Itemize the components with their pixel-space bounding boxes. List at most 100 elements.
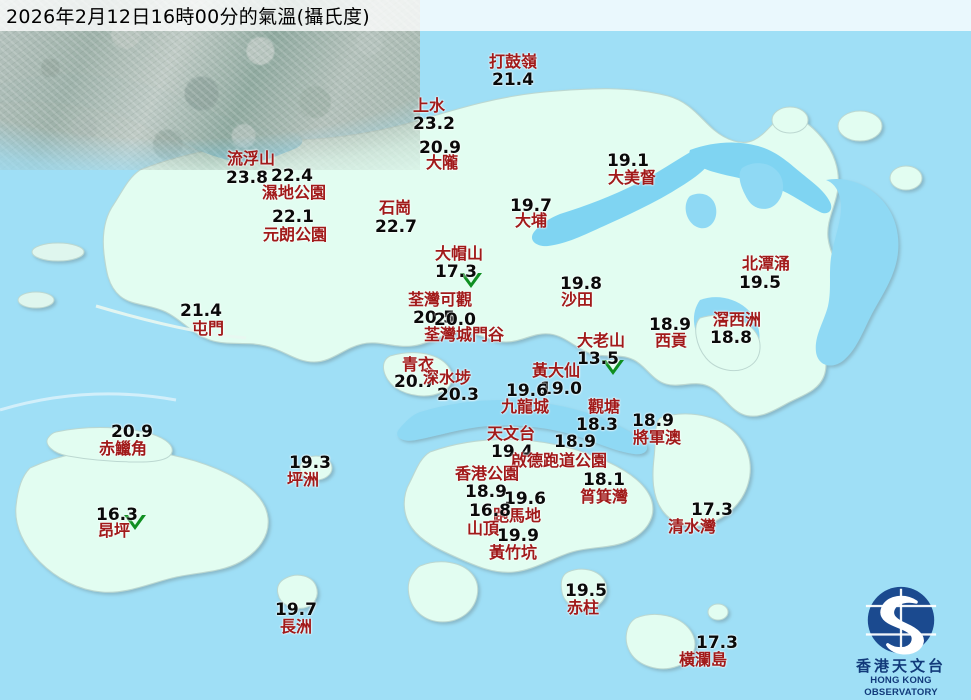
station-temperature: 18.9 [649, 315, 691, 335]
land-stanley-peninsula [560, 568, 607, 610]
land-clear-water-bay [652, 413, 751, 527]
station-name: 赤柱 [566, 598, 600, 617]
page-title: 2026年2月12日16時00分的氣溫(攝氏度) [6, 6, 370, 28]
station-temperature: 17.3 [691, 500, 733, 520]
station-temperature: 19.7 [510, 196, 552, 216]
station-temperature: 19.1 [607, 151, 649, 171]
station-temperature: 20.9 [111, 422, 153, 442]
station-name: 山頂 [466, 519, 500, 538]
land-tsing-yi [382, 352, 453, 397]
station-temperature: 20.3 [437, 385, 479, 405]
station-name: 昂坪 [97, 521, 131, 540]
station-name: 深水埗 [422, 368, 472, 387]
station-temperature: 19.3 [289, 453, 331, 473]
station-name: 青衣 [401, 355, 435, 374]
station-name: 跑馬地 [492, 506, 542, 525]
land-island-nw-1 [31, 242, 85, 262]
station-temperature: 19.4 [491, 442, 533, 462]
station-name: 啟德跑道公園 [510, 451, 608, 470]
station-name: 筲箕灣 [579, 487, 629, 506]
station-temperature: 19.7 [275, 600, 317, 620]
high-altitude-marker-icon [124, 515, 146, 530]
station-name: 沙田 [560, 290, 594, 309]
station-name: 大老山 [576, 331, 626, 350]
land-po-toi [625, 614, 696, 670]
land-cheung-chau [277, 574, 318, 609]
map-title-bar: 2026年2月12日16時00分的氣溫(攝氏度) [0, 0, 971, 31]
station-name: 大美督 [607, 168, 657, 187]
station-temperature: 19.8 [560, 274, 602, 294]
station-temperature: 18.1 [583, 470, 625, 490]
land-lamma-island [407, 561, 479, 623]
water-victoria-harbour [397, 400, 648, 455]
water-inlet-ne-1 [739, 163, 784, 209]
station-temperature: 20.9 [419, 138, 461, 158]
station-temperature: 16.3 [96, 505, 138, 525]
station-temperature: 21.4 [180, 301, 222, 321]
station-name: 屯門 [191, 319, 225, 338]
station-temperature: 20.0 [434, 310, 476, 330]
station-temperature: 23.8 [226, 168, 268, 188]
station-name: 觀塘 [587, 397, 621, 416]
station-name: 天文台 [486, 424, 536, 443]
hko-logo-english: HONG KONG OBSERVATORY [864, 675, 938, 698]
station-temperature: 22.4 [271, 166, 313, 186]
station-name: 大隴 [425, 153, 459, 172]
station-name: 荃灣可觀 [407, 290, 473, 309]
station-name: 九龍城 [500, 397, 550, 416]
land-island-nw-2 [17, 291, 55, 309]
land-island-ne-3 [771, 106, 809, 134]
land-nt-main [102, 88, 841, 417]
station-name: 黃大仙 [531, 361, 581, 380]
station-name: 荃灣城門谷 [423, 325, 505, 344]
station-name: 打鼓嶺 [488, 52, 538, 71]
station-temperature: 18.9 [554, 432, 596, 452]
station-name: 香港公園 [454, 464, 520, 483]
station-temperature: 19.6 [506, 381, 548, 401]
station-temperature: 19.5 [739, 273, 781, 293]
land-waglan-island [707, 603, 729, 621]
station-name: 橫瀾島 [678, 650, 728, 669]
high-altitude-marker-icon [602, 360, 624, 375]
land-island-ne-2 [889, 165, 923, 191]
station-temperature: 18.8 [710, 328, 752, 348]
hko-logo-chinese: 香港天文台 [855, 657, 946, 675]
land-kau-sai-chau [695, 314, 761, 372]
station-name: 黃竹坑 [488, 543, 538, 562]
station-name: 長洲 [279, 617, 313, 636]
station-temperature: 20.7 [394, 372, 436, 392]
hko-logo: 香港天文台 HONG KONG OBSERVATORY [837, 584, 965, 698]
station-temperature: 19.6 [504, 489, 546, 509]
station-temperature: 16.8 [469, 501, 511, 521]
station-temperature: 17.3 [696, 633, 738, 653]
coast-line-accent [0, 392, 177, 412]
hko-emblem-icon [865, 586, 937, 655]
station-temperature: 19.0 [540, 379, 582, 399]
station-temperature: 23.2 [413, 114, 455, 134]
station-name: 上水 [412, 96, 446, 115]
station-name: 流浮山 [226, 149, 276, 168]
high-altitude-marker-icon [460, 273, 482, 288]
land-hong-kong-island [403, 438, 654, 573]
station-temperature: 21.4 [492, 70, 534, 90]
station-temperature: 19.5 [565, 581, 607, 601]
station-temperature: 19.9 [497, 526, 539, 546]
station-name: 清水灣 [667, 517, 717, 536]
station-temperature: 13.5 [577, 349, 619, 369]
water-port-shelter [815, 178, 899, 366]
station-temperature: 18.9 [632, 411, 674, 431]
station-name: 大帽山 [434, 244, 484, 263]
station-name: 赤鱲角 [98, 439, 148, 458]
station-name: 西貢 [654, 331, 688, 350]
station-name: 將軍澳 [632, 428, 682, 447]
station-name: 石崗 [378, 198, 412, 217]
water-inlet-ne-2 [685, 193, 717, 229]
station-temperature: 18.3 [576, 415, 618, 435]
station-temperature: 18.9 [465, 482, 507, 502]
land-chek-lap-kok [46, 427, 173, 463]
land-island-ne-1 [837, 110, 883, 142]
station-temperature: 17.3 [435, 262, 477, 282]
station-name: 大埔 [514, 211, 548, 230]
water-tolo-harbour [531, 146, 713, 247]
